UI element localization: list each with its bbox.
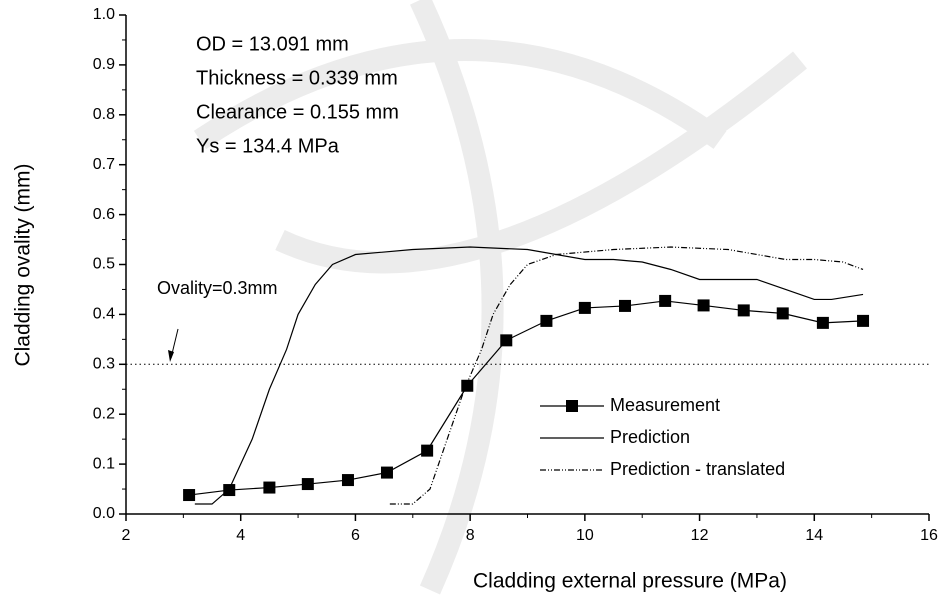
series-line (389, 246, 864, 505)
marker (500, 334, 513, 347)
marker (578, 301, 591, 314)
legend-label: Measurement (610, 395, 720, 415)
y-tick-label: 0.1 (93, 455, 115, 472)
marker (619, 299, 632, 312)
y-tick-label: 1.0 (93, 6, 115, 23)
x-tick-label: 16 (920, 527, 938, 544)
legend-label: Prediction (610, 427, 690, 447)
y-tick-label: 0.3 (93, 356, 115, 373)
series-line (189, 300, 864, 496)
y-tick-label: 0.5 (93, 256, 115, 273)
legend-label: Prediction - translated (610, 459, 785, 479)
x-tick-label: 6 (351, 527, 360, 544)
marker (776, 307, 789, 320)
marker (540, 314, 553, 327)
marker (263, 481, 276, 494)
marker (223, 484, 236, 497)
x-tick-label: 4 (236, 527, 245, 544)
watermark-arc (193, 39, 727, 150)
x-tick-label: 2 (122, 527, 131, 544)
x-tick-label: 8 (466, 527, 475, 544)
y-tick-label: 0.6 (93, 206, 115, 223)
marker (816, 316, 829, 329)
y-tick-label: 0.4 (93, 306, 115, 323)
y-tick-label: 0.2 (93, 405, 115, 422)
reference-label: Ovality=0.3mm (157, 278, 278, 298)
marker (301, 478, 314, 491)
marker (183, 489, 196, 502)
marker (659, 294, 672, 307)
watermark-arc (410, 0, 504, 595)
arrow-head (168, 350, 174, 362)
series-line (194, 246, 864, 505)
marker (697, 299, 710, 312)
watermark (193, 0, 807, 595)
marker (421, 444, 434, 457)
annotation: Thickness = 0.339 mm (196, 67, 398, 89)
annotation: OD = 13.091 mm (196, 33, 349, 55)
y-tick-label: 0.0 (93, 505, 115, 522)
y-tick-label: 0.9 (93, 56, 115, 73)
marker (380, 466, 393, 479)
y-tick-label: 0.8 (93, 106, 115, 123)
x-tick-label: 14 (805, 527, 823, 544)
annotation: Ys = 134.4 MPa (196, 135, 340, 157)
annotation: Clearance = 0.155 mm (196, 101, 399, 123)
marker (737, 304, 750, 317)
x-tick-label: 12 (691, 527, 709, 544)
x-axis-title: Cladding external pressure (MPa) (473, 570, 787, 593)
legend-marker (566, 400, 578, 412)
marker (857, 314, 870, 327)
y-tick-label: 0.7 (93, 156, 115, 173)
watermark-arc (275, 51, 807, 274)
y-axis-title: Cladding ovality (mm) (12, 163, 35, 366)
marker (341, 474, 354, 487)
x-tick-label: 10 (576, 527, 594, 544)
